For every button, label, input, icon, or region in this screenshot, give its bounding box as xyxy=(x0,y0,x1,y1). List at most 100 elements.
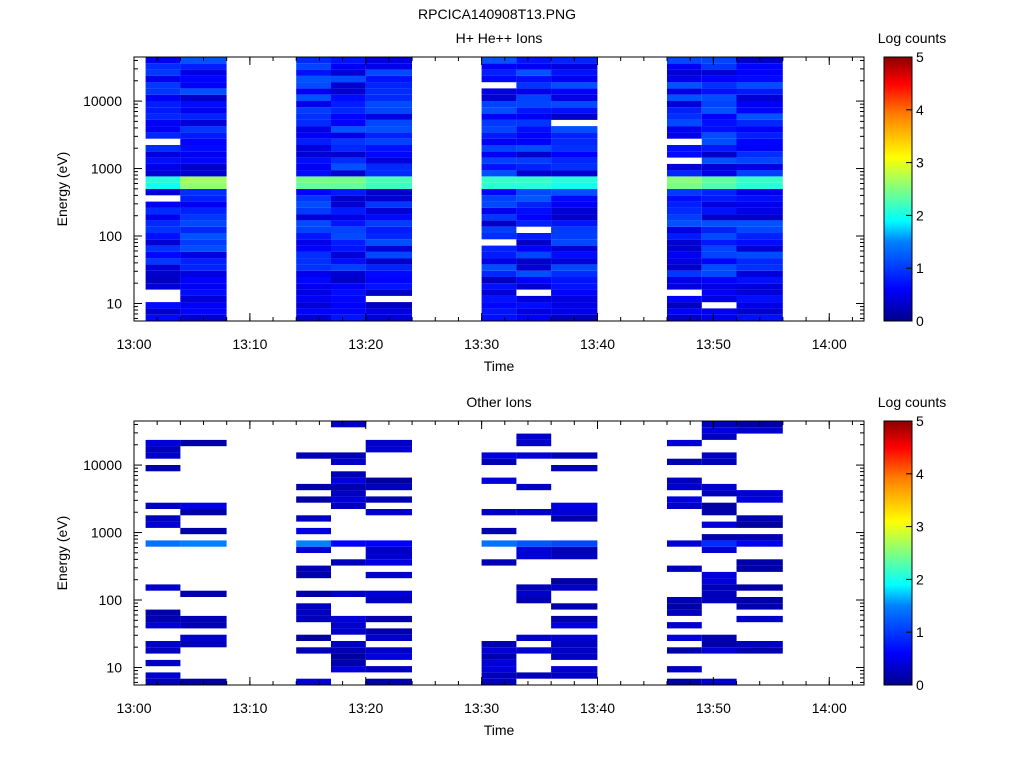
heatmap-cell xyxy=(736,195,783,202)
heatmap-cell xyxy=(701,308,737,315)
heatmap-cell xyxy=(481,233,517,240)
heatmap-cell xyxy=(667,176,702,183)
heatmap-cell xyxy=(296,295,331,303)
heatmap-cell xyxy=(551,277,598,284)
heatmap-cell xyxy=(180,509,227,516)
heatmap-cell xyxy=(551,603,598,610)
heatmap-cell xyxy=(296,163,331,171)
heatmap-cell xyxy=(331,82,366,89)
heatmap-cell xyxy=(145,270,181,277)
heatmap-cell xyxy=(736,126,783,133)
panel-title: H+ He++ Ions xyxy=(456,30,543,46)
x-tick-label: 13:50 xyxy=(696,700,731,716)
heatmap-cell xyxy=(296,88,331,95)
heatmap-cell xyxy=(516,107,552,114)
heatmap-cell xyxy=(736,63,783,70)
heatmap-cell xyxy=(516,214,552,221)
heatmap-cell xyxy=(516,176,552,183)
heatmap-cell xyxy=(331,163,366,171)
heatmap-cell xyxy=(701,534,737,541)
heatmap-cell xyxy=(145,277,181,284)
heatmap-cell xyxy=(180,615,227,623)
heatmap-cell xyxy=(701,546,737,553)
heatmap-cell xyxy=(516,439,552,447)
heatmap-cell xyxy=(331,653,366,660)
heatmap-cell xyxy=(736,170,783,177)
heatmap-cell xyxy=(701,220,737,227)
heatmap-cell xyxy=(481,678,517,685)
heatmap-cell xyxy=(516,189,552,196)
heatmap-cell xyxy=(180,283,227,290)
heatmap-cell xyxy=(551,270,598,277)
colorbar xyxy=(883,56,913,322)
heatmap-cell xyxy=(551,75,598,83)
heatmap-cell xyxy=(145,182,181,189)
heatmap-cell xyxy=(365,597,412,604)
heatmap-cell xyxy=(365,82,412,89)
heatmap-cell xyxy=(667,182,702,189)
heatmap-cell xyxy=(551,126,598,133)
heatmap-cell xyxy=(331,615,366,623)
heatmap-cell xyxy=(481,170,517,177)
heatmap-cell xyxy=(736,69,783,76)
heatmap-cell xyxy=(551,69,598,76)
heatmap-cell xyxy=(516,270,552,277)
heatmap-cell xyxy=(331,277,366,284)
heatmap-cell xyxy=(701,132,737,139)
heatmap-cell xyxy=(701,145,737,152)
heatmap-cell xyxy=(736,119,783,127)
heatmap-cell xyxy=(296,157,331,164)
heatmap-cell xyxy=(667,195,702,202)
heatmap-cell xyxy=(145,220,181,227)
heatmap-cell xyxy=(667,245,702,252)
heatmap-cell xyxy=(180,176,227,183)
heatmap-cell xyxy=(180,201,227,208)
heatmap-cell xyxy=(701,314,737,321)
heatmap-cell xyxy=(365,182,412,189)
y-axis-label: Energy (eV) xyxy=(54,152,70,227)
y-tick-label: 100 xyxy=(99,228,123,244)
heatmap-cell xyxy=(296,107,331,114)
heatmap-cell xyxy=(180,189,227,196)
heatmap-cell xyxy=(551,132,598,139)
heatmap-cell xyxy=(331,666,366,673)
heatmap-cell xyxy=(365,63,412,70)
heatmap-cell xyxy=(701,289,737,296)
heatmap-cell xyxy=(331,641,366,648)
heatmap-cell xyxy=(701,277,737,284)
heatmap-cell xyxy=(701,578,737,585)
colorbar-tick-label: 3 xyxy=(916,155,924,171)
heatmap-cell xyxy=(701,421,737,428)
heatmap-cell xyxy=(145,521,181,528)
heatmap-cell xyxy=(551,88,598,95)
heatmap-cell xyxy=(736,515,783,522)
heatmap-cell xyxy=(365,201,412,208)
heatmap-cell xyxy=(331,170,366,177)
heatmap-cell xyxy=(145,207,181,215)
heatmap-cell xyxy=(667,214,702,221)
heatmap-cell xyxy=(516,63,552,70)
colorbar-tick-label: 3 xyxy=(916,519,924,535)
heatmap-cell xyxy=(145,57,181,64)
colorbar-tick-label: 5 xyxy=(916,413,924,429)
heatmap-cell xyxy=(296,283,331,290)
figure-title: RPCICA140908T13.PNG xyxy=(418,6,576,22)
heatmap-cell xyxy=(551,201,598,208)
heatmap-cell xyxy=(145,264,181,271)
heatmap-cell xyxy=(331,590,366,597)
heatmap-cell xyxy=(516,195,552,202)
heatmap-cell xyxy=(667,75,702,83)
heatmap-cell xyxy=(701,433,737,440)
heatmap-cell xyxy=(296,201,331,208)
heatmap-cell xyxy=(516,113,552,120)
heatmap-cell xyxy=(331,220,366,227)
heatmap-cell xyxy=(551,302,598,309)
x-axis-label: Time xyxy=(484,722,515,738)
heatmap-cell xyxy=(736,277,783,284)
heatmap-cell xyxy=(145,94,181,101)
heatmap-cell xyxy=(145,170,181,177)
heatmap-cell xyxy=(481,653,517,660)
heatmap-cell xyxy=(736,239,783,246)
heatmap-cell xyxy=(145,251,181,259)
heatmap-cell xyxy=(736,603,783,610)
